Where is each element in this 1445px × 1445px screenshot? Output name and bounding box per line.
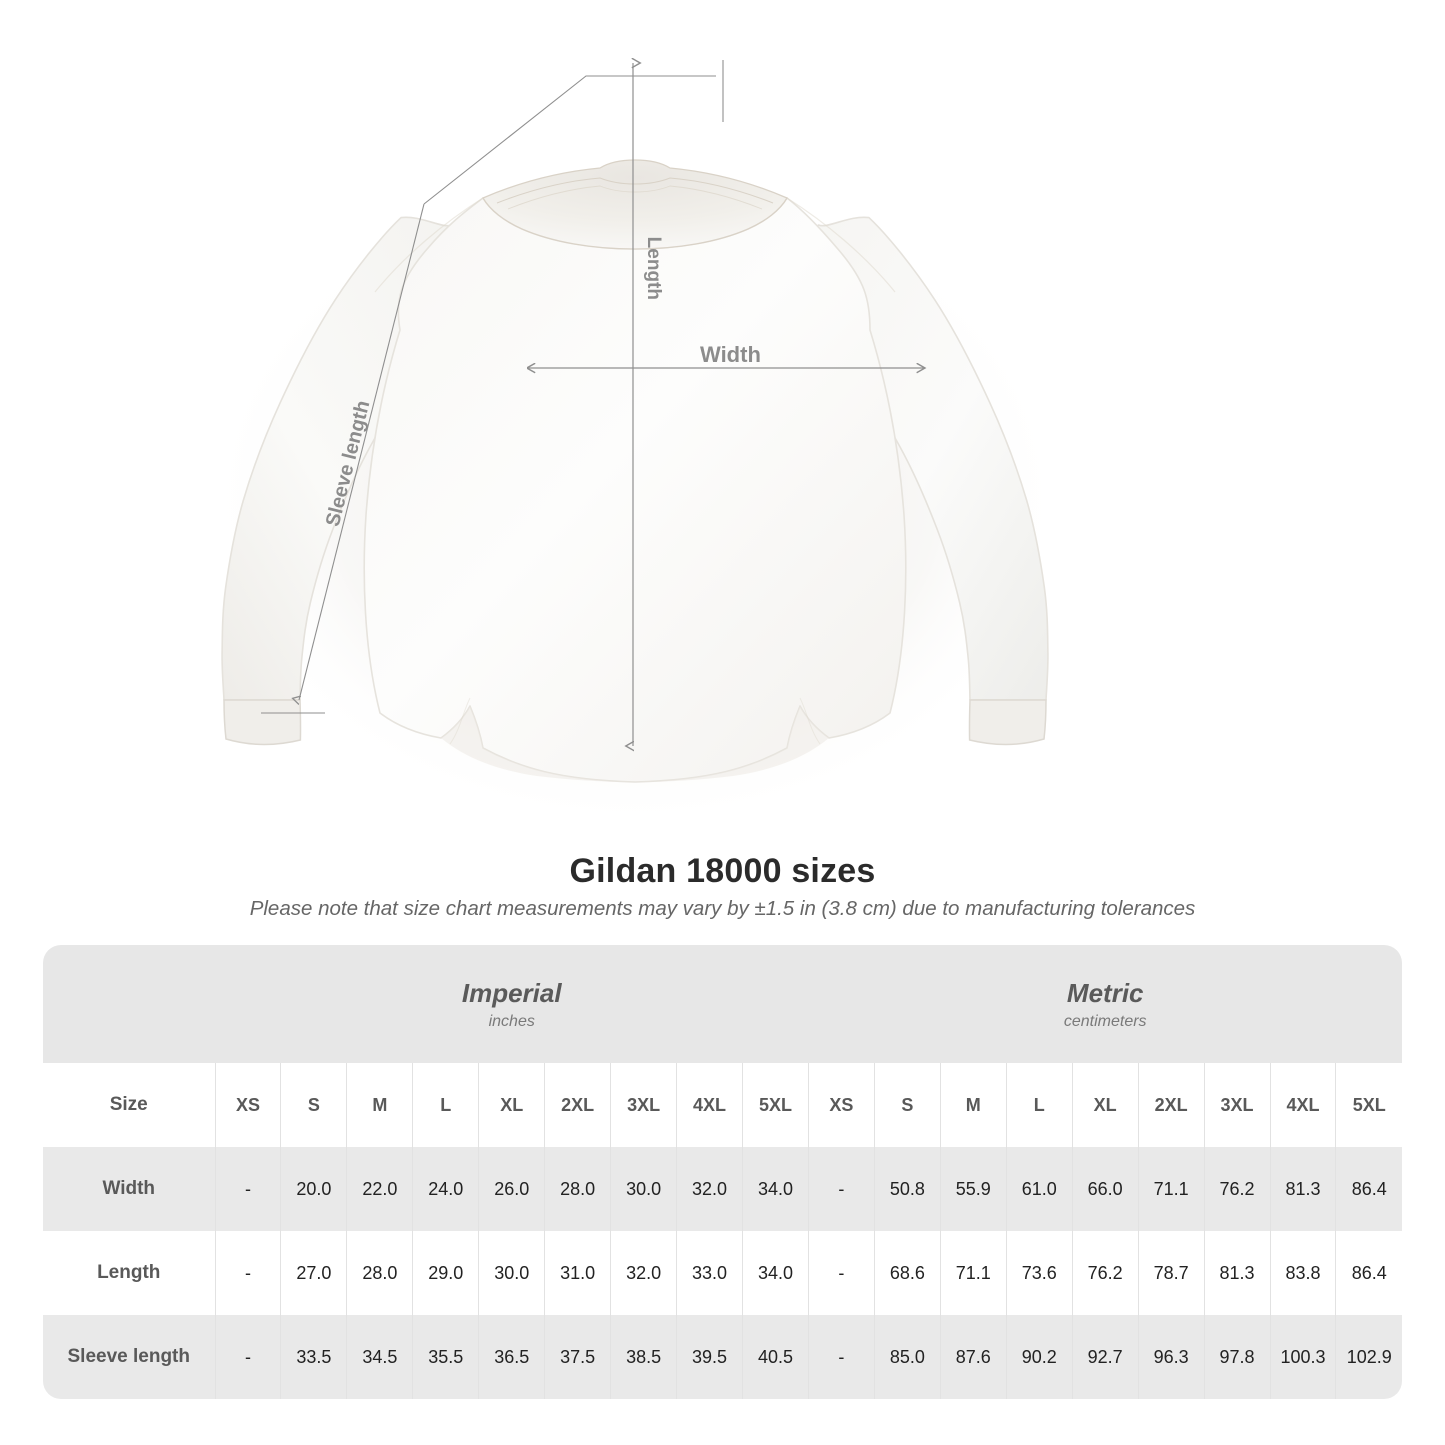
svg-text:Length: Length <box>643 237 664 300</box>
svg-text:Width: Width <box>700 342 761 367</box>
